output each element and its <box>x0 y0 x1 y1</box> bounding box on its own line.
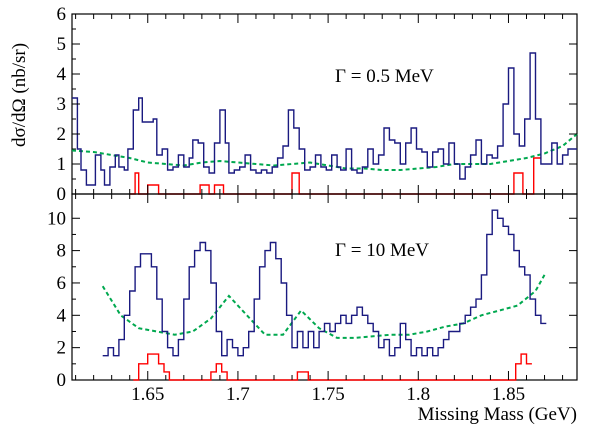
y-axis-title: dσ/dΩ (nb/sr) <box>9 43 30 147</box>
x-tick-label: 1.8 <box>406 384 430 405</box>
top-fit-layer <box>71 133 578 171</box>
top-panel-label: Γ = 0.5 MeV <box>335 66 434 87</box>
bottom-y-tick-label: 4 <box>57 305 67 326</box>
x-axis-title: Missing Mass (GeV) <box>418 404 577 425</box>
top-y-tick-label: 0 <box>57 184 67 205</box>
bottom-y-tick-label: 0 <box>57 370 67 391</box>
bottom-fit-layer <box>101 274 546 339</box>
bottom-panel: 0 2 4 6 8 10 Γ = 10 MeV <box>47 193 578 391</box>
bottom-panel-frame <box>71 193 578 381</box>
top-y-tick-label: 6 <box>57 4 67 25</box>
bottom-data-layer <box>102 209 547 357</box>
bottom-data-series <box>102 209 547 357</box>
top-fit-series <box>71 133 578 171</box>
x-tick-label: 1.85 <box>492 384 525 405</box>
bottom-y-tick-label: 2 <box>57 338 67 359</box>
bottom-background-series <box>133 353 532 381</box>
x-tick-label: 1.65 <box>131 384 164 405</box>
top-y-tick-label: 3 <box>57 94 67 115</box>
bottom-panel-label: Γ = 10 MeV <box>335 240 429 261</box>
top-y-ticks: 0 1 2 3 4 5 6 <box>57 4 577 205</box>
top-data-series <box>72 52 577 186</box>
x-tick-label: 1.75 <box>311 384 344 405</box>
x-tick-label: 1.7 <box>226 384 250 405</box>
top-y-tick-label: 1 <box>57 154 67 175</box>
bottom-y-tick-label: 6 <box>57 273 67 294</box>
top-y-tick-label: 4 <box>57 64 67 85</box>
x-ticks: 1.65 1.7 1.75 1.8 1.85 <box>75 14 564 405</box>
top-data-layer <box>72 52 577 186</box>
top-y-tick-label: 5 <box>57 34 67 55</box>
bottom-background-layer <box>133 353 532 381</box>
top-y-tick-label: 2 <box>57 124 67 145</box>
bottom-y-ticks: 0 2 4 6 8 10 <box>47 208 577 391</box>
top-panel: 0 1 2 3 4 5 6 Γ = 0.5 MeV <box>57 4 578 205</box>
bottom-fit-series <box>101 274 546 339</box>
bottom-y-tick-label: 10 <box>47 208 66 229</box>
bottom-y-tick-label: 8 <box>57 241 67 262</box>
